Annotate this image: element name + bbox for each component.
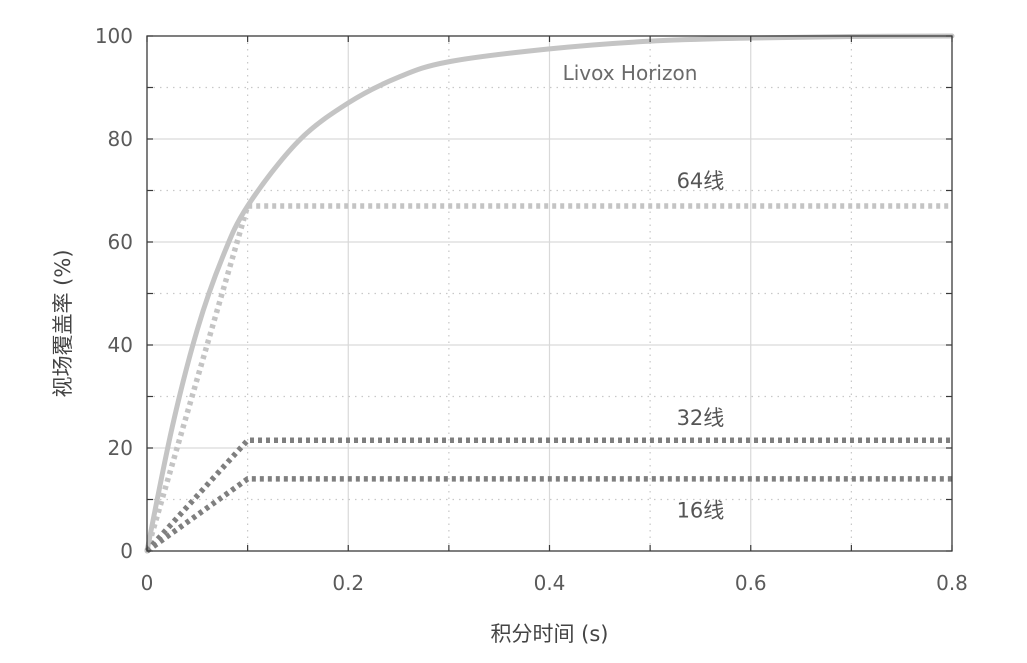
x-tick-label: 0 (141, 571, 154, 595)
grid (147, 36, 952, 551)
x-tick-label: 0.4 (534, 571, 566, 595)
y-tick-label: 60 (108, 230, 133, 254)
y-tick-label: 20 (108, 436, 133, 460)
ticks: 0 0.2 0.4 0.6 0.8 0 20 40 60 80 100 (95, 24, 968, 595)
y-tick-label: 80 (108, 127, 133, 151)
y-tick-label: 40 (108, 333, 133, 357)
series-line-32-line (144, 437, 952, 553)
series-label-16-line: 16线 (677, 499, 725, 523)
x-tick-label: 0.8 (936, 571, 968, 595)
x-axis-label: 积分时间 (s) (490, 622, 608, 646)
x-tick-label: 0.2 (332, 571, 364, 595)
series-label-livox-horizon: Livox Horizon (563, 61, 698, 85)
y-tick-label: 100 (95, 24, 133, 48)
y-axis-label: 视场覆盖率 (%) (51, 249, 75, 397)
series-label-64-line: 64线 (677, 169, 725, 193)
x-tick-label: 0.6 (735, 571, 767, 595)
labels: 积分时间 (s) 视场覆盖率 (%) Livox Horizon 64线 32线… (51, 61, 724, 646)
series-label-32-line: 32线 (677, 406, 725, 430)
y-tick-label: 0 (120, 539, 133, 563)
series-line-16-line (145, 476, 952, 554)
